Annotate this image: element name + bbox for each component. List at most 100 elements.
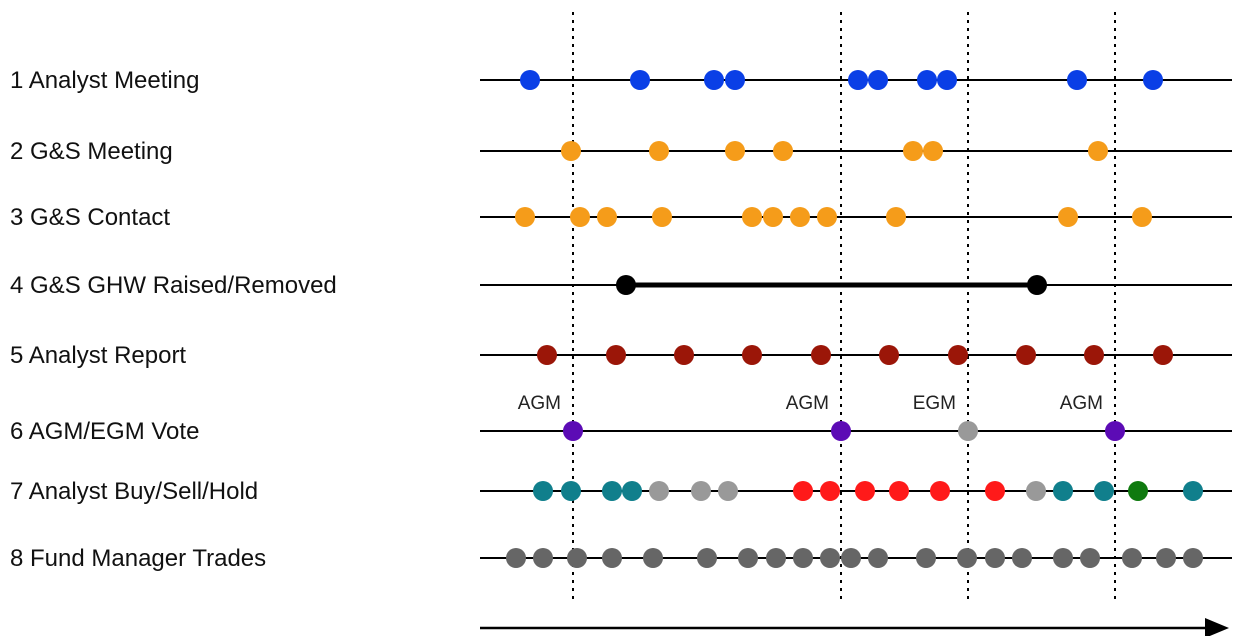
event-dot [602,481,622,501]
event-dot [958,421,978,441]
event-dot [841,548,861,568]
event-dot [506,548,526,568]
event-dot [811,345,831,365]
event-dot [1058,207,1078,227]
event-dot [868,548,888,568]
event-dot [1027,275,1047,295]
event-dot [903,141,923,161]
event-dot [616,275,636,295]
event-dot [537,345,557,365]
event-dot [1016,345,1036,365]
timeline-row: 1 Analyst Meeting [10,67,1232,94]
event-dot [630,70,650,90]
vote-type-label: AGM [1060,393,1103,414]
event-dot [1153,345,1173,365]
event-dot [738,548,758,568]
event-dot [649,481,669,501]
event-dot [563,421,583,441]
timeline-row: 6 AGM/EGM Vote AGM AGM EGM AGM [10,393,1232,445]
event-dot [520,70,540,90]
event-dot [948,345,968,365]
event-dot [916,548,936,568]
event-dot [937,70,957,90]
event-dot [1012,548,1032,568]
event-dot [1132,207,1152,227]
event-dot [855,481,875,501]
timeline-row: 4 G&S GHW Raised/Removed [10,272,1232,299]
row-label: 2 G&S Meeting [10,138,173,165]
row-label: 5 Analyst Report [10,342,186,369]
event-dot [1183,481,1203,501]
event-dot [561,141,581,161]
event-dot [817,207,837,227]
time-axis-arrow-icon [1205,618,1229,636]
event-dot [1143,70,1163,90]
event-dot [567,548,587,568]
row-label: 4 G&S GHW Raised/Removed [10,272,337,299]
event-dot [917,70,937,90]
event-dot [1183,548,1203,568]
event-dot [652,207,672,227]
timeline-row: 3 G&S Contact [10,204,1232,231]
event-dot [1053,481,1073,501]
event-dot [831,421,851,441]
event-dot [533,481,553,501]
event-dot [1067,70,1087,90]
event-dot [763,207,783,227]
event-dot [674,345,694,365]
event-dot [742,207,762,227]
vote-date-guides [572,12,1116,602]
event-dot [1088,141,1108,161]
row-label: 3 G&S Contact [10,204,170,231]
event-dot [643,548,663,568]
event-dot [533,548,553,568]
event-dot [725,141,745,161]
event-dot [886,207,906,227]
event-dot [1156,548,1176,568]
timeline-row: 5 Analyst Report [10,342,1232,369]
event-dot [606,345,626,365]
event-dot [718,481,738,501]
timeline-row: 8 Fund Manager Trades [10,545,1232,572]
vote-type-label: AGM [518,393,561,414]
vote-type-label: EGM [913,393,956,414]
event-dot [923,141,943,161]
event-dot [1128,481,1148,501]
event-dot [889,481,909,501]
event-dot [704,70,724,90]
event-dot [570,207,590,227]
event-dot [848,70,868,90]
row-label: 1 Analyst Meeting [10,67,199,94]
event-dot [649,141,669,161]
event-dot [820,481,840,501]
timeline-rows: 1 Analyst Meeting 2 G&S Meeting 3 G&S Cont… [10,67,1232,572]
event-dot [820,548,840,568]
event-dot [697,548,717,568]
timeline-row: 2 G&S Meeting [10,138,1232,165]
event-dot [622,481,642,501]
event-dot [597,207,617,227]
event-dot [691,481,711,501]
event-dot [766,548,786,568]
vote-type-label: AGM [786,393,829,414]
event-dot [868,70,888,90]
row-label: 7 Analyst Buy/Sell/Hold [10,478,258,505]
event-dot [790,207,810,227]
event-dot [985,548,1005,568]
event-dot [985,481,1005,501]
event-dot [1053,548,1073,568]
event-dot [1105,421,1125,441]
event-dot [561,481,581,501]
time-axis [480,618,1229,636]
event-dot [602,548,622,568]
event-dot [773,141,793,161]
event-dot [1094,481,1114,501]
event-dot [1122,548,1142,568]
event-dot [1084,345,1104,365]
event-dot [742,345,762,365]
event-dot [957,548,977,568]
event-dot [930,481,950,501]
row-label: 8 Fund Manager Trades [10,545,266,572]
event-dot [879,345,899,365]
